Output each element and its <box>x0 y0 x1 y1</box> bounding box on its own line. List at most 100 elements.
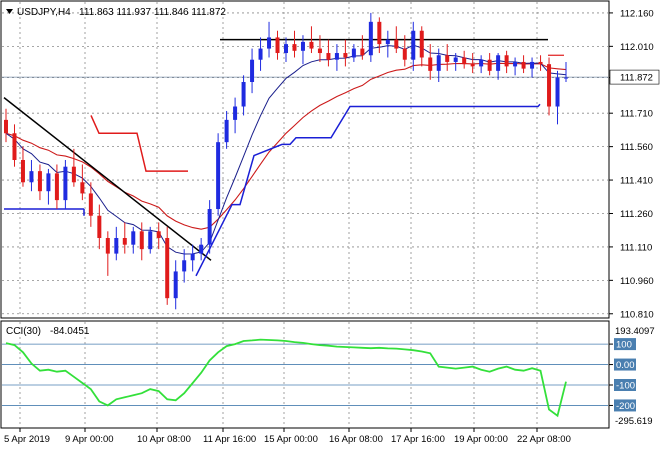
candle-body <box>402 48 407 60</box>
candle <box>165 226 170 305</box>
candle <box>445 44 450 71</box>
candle-body <box>216 142 221 210</box>
candle <box>470 53 475 74</box>
candle-body <box>564 77 568 79</box>
candle <box>411 21 416 71</box>
candle-body <box>538 61 543 65</box>
candle-body <box>275 37 280 54</box>
candle-body <box>46 173 51 192</box>
x-tick-label: 17 Apr 16:00 <box>391 434 445 445</box>
candle-body <box>351 48 356 58</box>
candle-body <box>317 48 322 54</box>
x-tick-label: 16 Apr 08:00 <box>329 434 383 445</box>
candle <box>377 17 382 54</box>
candle-body <box>513 61 518 67</box>
candle-body <box>267 37 272 49</box>
candle-body <box>453 57 458 62</box>
candle-body <box>182 260 187 272</box>
price-tick-label: 111.710 <box>620 109 653 120</box>
last-price-label: 111.872 <box>620 73 653 84</box>
candle <box>20 146 25 187</box>
candle <box>258 37 263 71</box>
candle <box>224 110 229 149</box>
candle-body <box>411 30 416 60</box>
cci-level-label: -100 <box>616 380 635 391</box>
candle <box>241 75 246 116</box>
candle <box>479 55 484 74</box>
candle <box>80 164 85 201</box>
candle <box>131 226 136 254</box>
candle <box>317 35 322 62</box>
x-tick-label: 10 Apr 08:00 <box>137 434 191 445</box>
candle-body <box>165 238 170 299</box>
candle <box>462 50 467 69</box>
candle <box>207 200 212 254</box>
cci-level-badge <box>614 399 636 412</box>
candle-body <box>233 106 238 120</box>
blue-stop-level-1 <box>4 208 85 216</box>
candle-body <box>190 253 195 261</box>
price-tick-label: 110.960 <box>620 276 654 287</box>
candle-body <box>521 61 526 69</box>
candle-body <box>487 59 492 71</box>
candle-body <box>105 238 110 254</box>
candle-body <box>258 48 263 60</box>
candle <box>122 222 127 254</box>
candle-body <box>241 82 246 107</box>
candle <box>368 12 373 62</box>
downtrend-line <box>3 97 212 261</box>
candle <box>385 30 390 58</box>
candle <box>63 160 68 210</box>
candle <box>105 231 110 276</box>
indicator-pane[interactable] <box>0 320 610 429</box>
candle <box>46 168 51 205</box>
candle <box>233 97 238 134</box>
grid <box>2 2 608 427</box>
candle <box>199 238 204 261</box>
candle <box>394 26 399 54</box>
candle-body <box>12 133 17 160</box>
candle <box>538 55 543 71</box>
candle-body <box>173 271 178 299</box>
cci-min-label: -295.619 <box>615 416 653 427</box>
candle <box>555 70 560 125</box>
candle-body <box>300 41 305 51</box>
red-stop-level <box>90 115 188 172</box>
candle <box>436 48 441 82</box>
candle-body <box>394 39 399 49</box>
cci-line <box>5 338 567 418</box>
candle-body <box>547 64 552 107</box>
ohlc-values: 111.863 111.937 111.846 111.872 <box>79 7 226 18</box>
candle-body <box>445 55 450 62</box>
chevron-down-icon[interactable] <box>6 9 13 14</box>
price-tick-label: 111.260 <box>620 209 653 220</box>
price-tick-label: 112.010 <box>620 42 654 53</box>
candle <box>173 260 178 310</box>
candle-body <box>555 77 560 107</box>
candle-body <box>114 238 119 254</box>
candle-body <box>470 64 475 67</box>
price-tick-label: 112.160 <box>620 8 654 19</box>
candle <box>97 204 102 250</box>
price-pane[interactable] <box>0 0 610 319</box>
candle-body <box>88 193 93 216</box>
candle <box>504 50 509 74</box>
candle-body <box>504 55 509 67</box>
candle <box>139 222 144 261</box>
cci-level-badge <box>614 358 636 371</box>
candles <box>4 12 568 310</box>
candle <box>513 57 518 76</box>
candle <box>275 30 280 60</box>
x-tick-label: 9 Apr 00:00 <box>65 434 114 445</box>
candle <box>343 39 348 67</box>
candle-body <box>199 244 204 254</box>
candle <box>114 226 119 261</box>
candle-body <box>139 231 144 250</box>
candle-body <box>224 119 229 143</box>
candle-body <box>148 231 153 250</box>
candle <box>428 44 433 80</box>
candle <box>190 244 195 272</box>
candle <box>496 53 501 80</box>
